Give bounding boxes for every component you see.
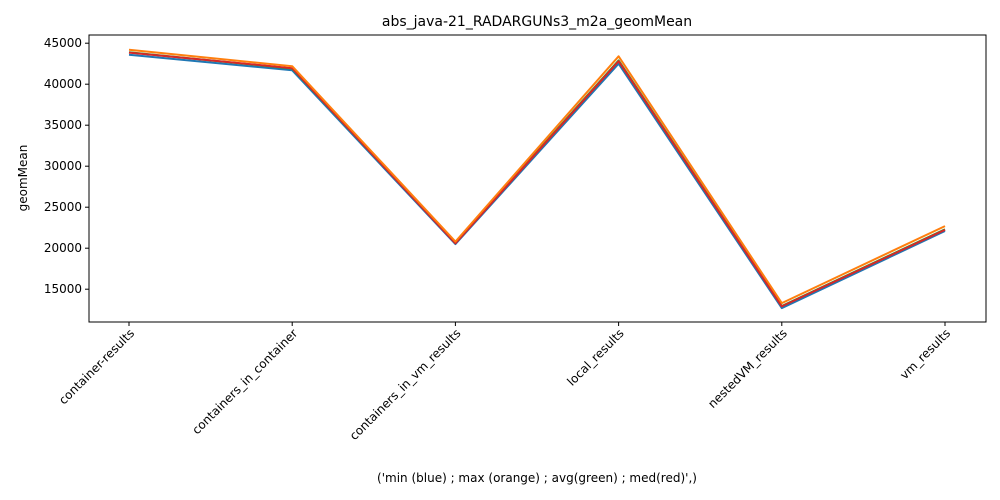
x-axis-label: ('min (blue) ; max (orange) ; avg(green)…	[377, 471, 697, 485]
y-tick-label: 25000	[44, 200, 82, 214]
y-tick-label: 15000	[44, 282, 82, 296]
y-tick-label: 40000	[44, 77, 82, 91]
series-line-min	[128, 53, 946, 310]
y-tick-label: 35000	[44, 118, 82, 132]
y-axis-label: geomMean	[16, 145, 30, 212]
y-tick-label: 30000	[44, 159, 82, 173]
x-tick-label: nestedVM_results	[705, 326, 790, 411]
chart-title: abs_java-21_RADARGUNs3_m2a_geomMean	[382, 14, 692, 30]
series-layer	[128, 48, 946, 310]
x-tick-label: container-results	[56, 326, 137, 407]
series-line-avg	[128, 51, 946, 307]
plot-frame	[88, 34, 987, 323]
x-tick-label: vm_results	[897, 326, 953, 382]
series-line-max	[128, 48, 946, 305]
series-line-med	[128, 51, 946, 308]
y-tick-label: 20000	[44, 241, 82, 255]
x-tick-label: local_results	[564, 326, 626, 388]
x-tick-label: containers_in_vm_results	[347, 326, 464, 443]
y-axis: 15000 20000 25000 30000 35000 40000 45000	[44, 36, 89, 296]
x-tick-label: containers_in_container	[189, 326, 300, 437]
y-tick-label: 45000	[44, 36, 82, 50]
x-axis: container-results containers_in_container…	[56, 322, 953, 443]
